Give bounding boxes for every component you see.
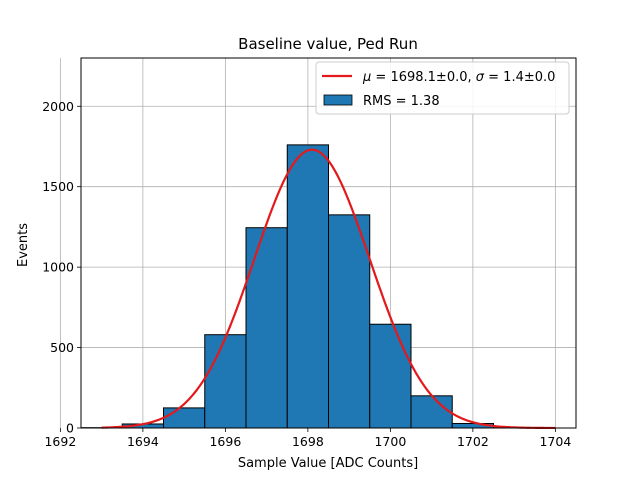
legend-sigma-text: = 1.4±0.0 [484,70,555,85]
fit-curve [101,148,556,430]
legend-mu-text: = 1698.1±0.0, [371,70,475,85]
plot-area-frame [80,57,577,429]
legend-fit-label: μ = 1698.1±0.0, σ = 1.4±0.0 [362,70,555,85]
legend: μ = 1698.1±0.0, σ = 1.4±0.0 RMS = 1.38 [315,61,570,115]
histogram-bars [80,144,536,429]
y-axis-label: Events [16,223,31,267]
histogram-bar [163,407,206,429]
x-tick-label: 1704 [539,434,571,449]
legend-sigma-symbol: σ [476,70,485,85]
chart-title: Baseline value, Ped Run [238,35,418,53]
legend-mu-symbol: μ [362,70,371,85]
x-tick-label: 1700 [374,434,406,449]
y-tick-label: 2000 [42,99,74,114]
legend-histogram-swatch [323,94,353,106]
x-tick-label: 1692 [44,434,76,449]
x-tick-label: 1694 [127,434,159,449]
x-tick-label: 1696 [209,434,241,449]
y-tick-label: 1000 [42,260,74,275]
x-tick-label: 1698 [292,434,324,449]
legend-histogram-label: RMS = 1.38 [363,94,440,109]
y-tick-label: 1500 [42,179,74,194]
gaussian-fit [101,148,556,430]
axis-ticks: 1692 1694 1696 1698 1700 1702 1704 0 500 1000 1500… [42,99,571,449]
histogram-bar [369,323,412,429]
histogram-bar [410,395,453,429]
legend-box [315,61,570,115]
histogram-bar [245,227,288,429]
histogram-bar [204,334,247,429]
x-tick-label: 1702 [457,434,489,449]
x-axis-label: Sample Value [ADC Counts] [238,456,418,471]
histogram-bar [328,214,371,429]
y-tick-label: 500 [50,340,74,355]
histogram-bar [286,144,329,429]
y-tick-label: 0 [66,421,74,436]
